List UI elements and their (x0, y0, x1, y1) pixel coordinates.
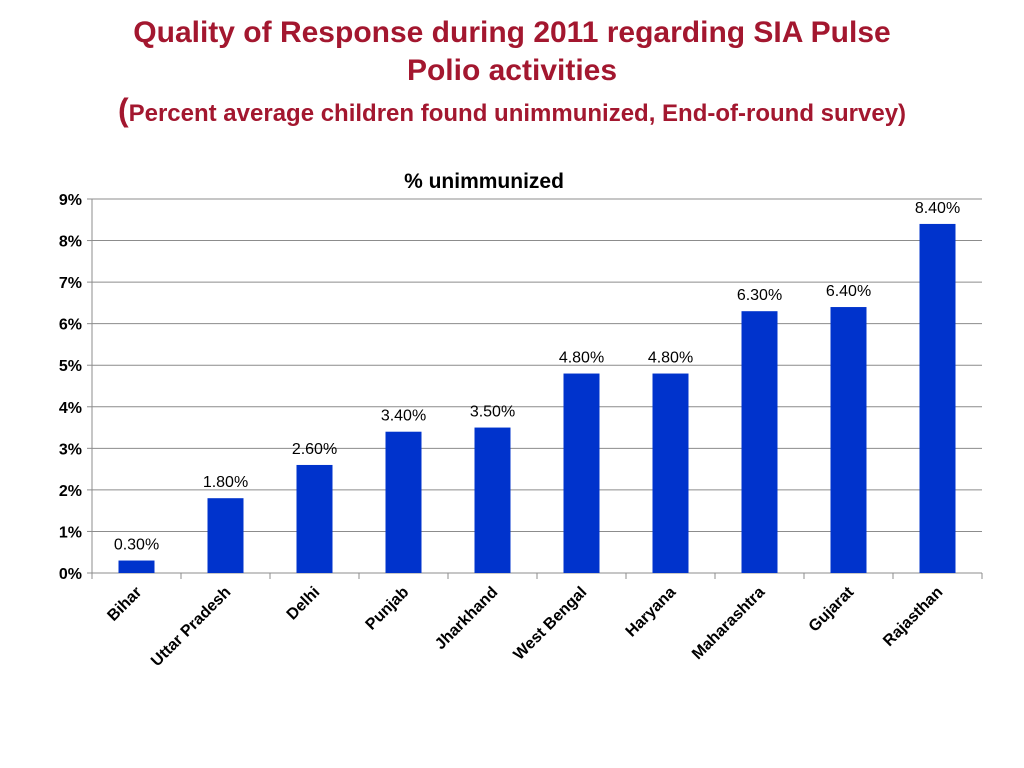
y-tick-label: 6% (59, 317, 82, 334)
bar (118, 560, 155, 573)
y-tick-label: 4% (59, 400, 82, 417)
y-tick-label: 3% (59, 441, 82, 458)
subtitle-text: Percent average children found unimmuniz… (128, 100, 899, 127)
bar (830, 307, 867, 573)
subtitle-close-paren: ) (898, 100, 907, 127)
data-label: 3.50% (470, 404, 515, 421)
y-tick-label: 1% (59, 524, 82, 541)
y-tick-label: 2% (59, 483, 82, 500)
bar (563, 373, 600, 573)
data-label: 2.60% (292, 441, 337, 458)
data-label: 6.40% (826, 283, 871, 300)
data-label: 8.40% (915, 200, 960, 217)
bars (118, 223, 956, 573)
title-line-2: Polio activities (406, 54, 618, 87)
chart-title: % unimmunized (404, 170, 564, 193)
x-tick-label: Punjab (363, 584, 413, 634)
x-tick-label: Maharashtra (689, 584, 768, 663)
data-label: 4.80% (648, 350, 693, 367)
y-tick-label: 0% (59, 566, 82, 583)
bar (741, 311, 778, 573)
x-tick-label: Delhi (284, 584, 324, 624)
bar (474, 427, 511, 573)
y-tick-label: 8% (59, 234, 82, 251)
bar (919, 223, 956, 573)
data-labels: 0.30% 1.80% 2.60% 3.40% 3.50% 4.80% 4.80% 6.30%… (114, 200, 960, 554)
data-label: 1.80% (203, 474, 248, 491)
data-label: 6.30% (737, 287, 782, 304)
bar (296, 464, 333, 573)
y-tick-label: 5% (59, 358, 82, 375)
x-tick-label: Rajasthan (880, 584, 946, 650)
x-tick-label: Jharkhand (432, 584, 501, 653)
bar (652, 373, 689, 573)
title-line-1: Quality of Response during 2011 regardin… (133, 16, 891, 49)
subtitle-open-paren: ( (117, 92, 129, 128)
slide-subtitle: (Percent average children found unimmuni… (0, 90, 1024, 134)
y-tick-label: 9% (59, 192, 82, 209)
x-tick-label: Haryana (623, 584, 680, 641)
bar (207, 498, 244, 573)
x-tick-label: Uttar Pradesh (148, 584, 234, 670)
data-label: 3.40% (381, 408, 426, 425)
data-label: 4.80% (559, 350, 604, 367)
y-tick-label: 7% (59, 275, 82, 292)
bar (385, 431, 422, 573)
data-label: 0.30% (114, 537, 159, 554)
x-tick-label: Bihar (104, 584, 145, 625)
slide-title: Quality of Response during 2011 regardin… (0, 14, 1024, 134)
x-tick-label: West Bengal (511, 584, 591, 664)
x-tick-label: Gujarat (806, 583, 858, 635)
